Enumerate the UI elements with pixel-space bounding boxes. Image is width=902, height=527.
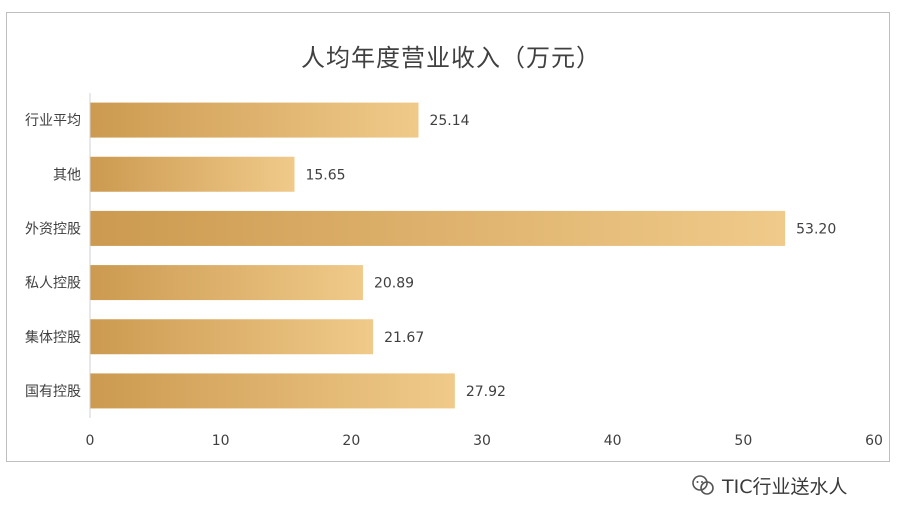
category-label: 国有控股 (25, 384, 81, 400)
bar (90, 156, 295, 192)
x-tick-label: 60 (865, 433, 883, 449)
watermark: TIC行业送水人 (690, 472, 847, 499)
bar (90, 102, 419, 138)
bar (90, 319, 374, 355)
x-tick-label: 20 (342, 433, 360, 449)
bar (90, 265, 363, 301)
x-tick-label: 0 (86, 433, 95, 449)
wechat-icon (692, 474, 714, 495)
bar (90, 373, 455, 409)
category-label: 私人控股 (25, 276, 81, 292)
category-label: 集体控股 (25, 329, 81, 346)
category-label: 外资控股 (25, 221, 81, 237)
x-tick-label: 30 (473, 433, 491, 449)
watermark-text: TIC行业送水人 (722, 476, 848, 498)
chart-title: 人均年度营业收入（万元） (301, 44, 601, 72)
x-tick-label: 40 (604, 433, 622, 449)
data-label: 15.65 (305, 167, 345, 183)
data-label: 20.89 (374, 276, 414, 292)
x-tick-label: 50 (734, 433, 752, 449)
data-label: 53.20 (796, 221, 836, 237)
bar (90, 210, 786, 246)
category-label: 行业平均 (25, 113, 81, 129)
x-tick-label: 10 (212, 433, 230, 449)
data-label: 21.67 (384, 330, 424, 346)
data-label: 25.14 (429, 113, 469, 129)
data-label: 27.92 (466, 384, 506, 400)
category-label: 其他 (53, 167, 81, 183)
